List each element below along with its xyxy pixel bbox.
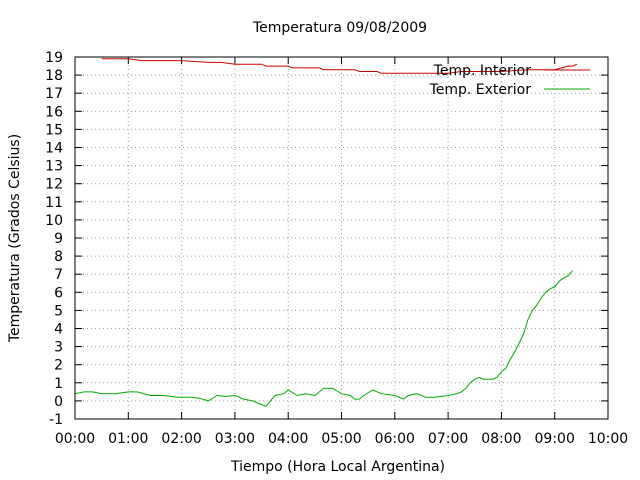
grid <box>75 57 608 419</box>
y-tick-label: 16 <box>45 104 63 120</box>
y-axis-title: Temperatura (Grados Celsius) <box>7 134 23 343</box>
y-tick-label: 10 <box>45 213 63 229</box>
y-tick-label: 8 <box>54 249 63 265</box>
chart-title: Temperatura 09/08/2009 <box>252 20 427 36</box>
x-tick-label: 09:00 <box>535 431 575 447</box>
y-tick-label: 6 <box>54 285 63 301</box>
y-tick-label: 7 <box>54 267 63 283</box>
y-tick-label: 9 <box>54 231 63 247</box>
x-tick-label: 07:00 <box>428 431 468 447</box>
x-axis-ticks: 00:00 01:00 02:00 03:00 04:00 05:00 06:00 07:00… <box>55 57 628 447</box>
y-tick-label: 2 <box>54 358 63 374</box>
x-tick-label: 04:00 <box>268 431 308 447</box>
y-tick-label: 18 <box>45 68 63 84</box>
y-tick-label: 12 <box>45 177 63 193</box>
x-tick-label: 01:00 <box>108 431 148 447</box>
y-tick-label: 11 <box>45 195 63 211</box>
legend: Temp. Interior Temp. Exterior <box>429 63 590 98</box>
y-tick-label: 17 <box>45 86 63 102</box>
y-tick-label: 1 <box>54 376 63 392</box>
x-tick-label: 03:00 <box>215 431 255 447</box>
x-tick-label: 08:00 <box>481 431 521 447</box>
series-line-interior <box>101 58 578 74</box>
y-tick-label: 13 <box>45 159 63 175</box>
y-tick-label: 5 <box>54 303 63 319</box>
x-tick-label: 06:00 <box>375 431 415 447</box>
legend-label-exterior: Temp. Exterior <box>429 82 532 98</box>
x-tick-label: 00:00 <box>55 431 95 447</box>
x-tick-label: 10:00 <box>588 431 628 447</box>
series-line-exterior <box>74 270 573 407</box>
legend-label-interior: Temp. Interior <box>433 63 532 79</box>
y-tick-label: 4 <box>54 322 63 338</box>
y-tick-label: 14 <box>45 141 63 157</box>
y-tick-label: 15 <box>45 122 63 138</box>
plot-frame <box>74 56 609 420</box>
y-tick-label: 19 <box>45 50 63 66</box>
x-tick-label: 05:00 <box>321 431 361 447</box>
series-lines <box>74 58 578 407</box>
x-tick-label: 02:00 <box>161 431 201 447</box>
y-tick-label: 3 <box>54 340 63 356</box>
x-axis-title: Tiempo (Hora Local Argentina) <box>230 459 445 475</box>
y-tick-label: -1 <box>49 412 63 428</box>
y-tick-label: 0 <box>54 394 63 410</box>
